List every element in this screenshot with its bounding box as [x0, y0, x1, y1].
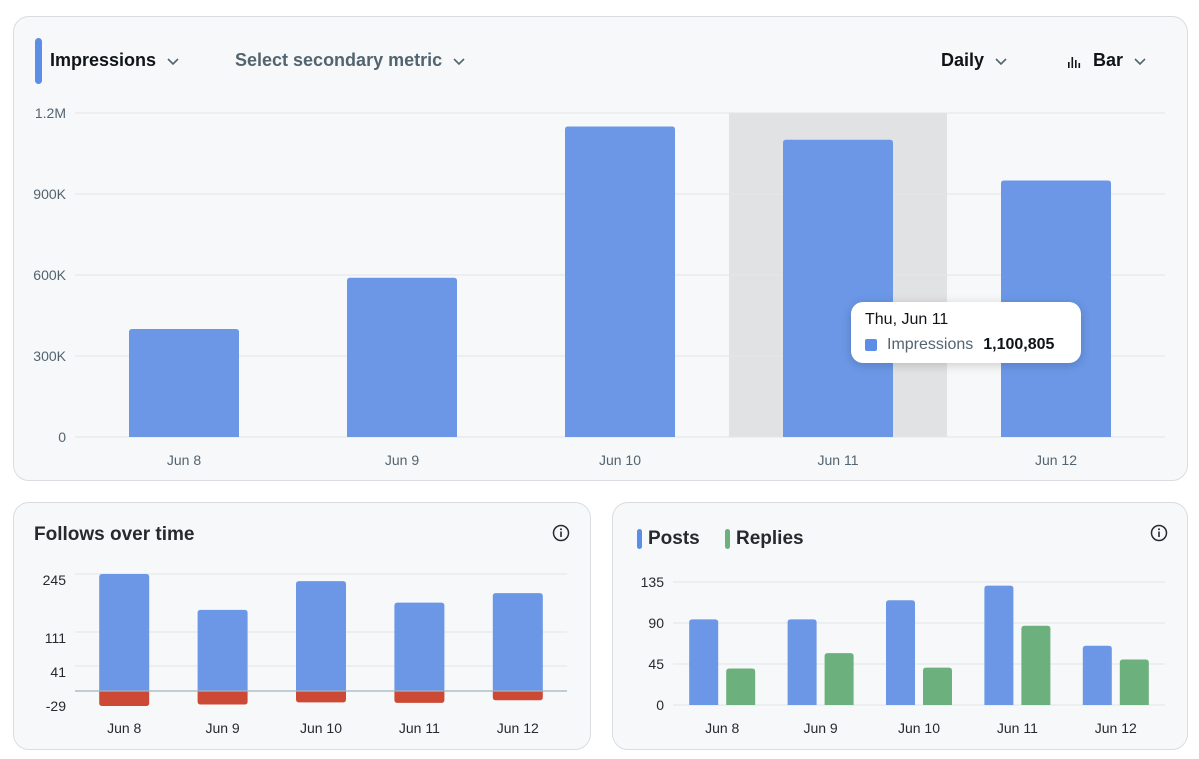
follows-title: Follows over time — [34, 524, 195, 545]
tooltip-metric: Impressions — [887, 336, 974, 353]
interval-label: Daily — [941, 50, 985, 70]
info-icon[interactable] — [552, 524, 570, 542]
y-tick-label: 90 — [648, 615, 664, 631]
y-tick-label: 900K — [33, 186, 66, 202]
bar-posts — [1082, 645, 1112, 705]
bar-replies — [1119, 659, 1149, 705]
y-tick-label: 45 — [648, 656, 664, 672]
x-tick-label: Jun 10 — [898, 720, 940, 736]
bar-posts — [689, 619, 719, 705]
tooltip-date: Thu, Jun 11 — [865, 311, 949, 328]
y-tick-label: 135 — [641, 574, 665, 590]
chevron-down-icon — [995, 57, 1007, 65]
bar-negative — [296, 691, 346, 703]
bar-negative — [197, 691, 248, 705]
chevron-down-icon — [453, 57, 465, 65]
x-tick-label: Jun 9 — [803, 720, 837, 736]
legend-replies[interactable]: Replies — [725, 528, 804, 550]
bar — [129, 329, 239, 437]
y-tick-label: 600K — [33, 267, 66, 283]
x-tick-label: Jun 12 — [1095, 720, 1137, 736]
chevron-down-icon — [1134, 57, 1146, 65]
bar-negative — [492, 691, 543, 701]
follows-bar-chart: -29 41 111 245 Jun 8 Jun 9 Jun 10 Jun 11 Jun 12 — [43, 572, 567, 736]
bar — [565, 126, 675, 437]
bar-posts — [787, 619, 817, 705]
bar — [347, 277, 457, 437]
x-tick-label: Jun 8 — [107, 720, 141, 736]
y-tick-label: 300K — [33, 348, 66, 364]
secondary-metric-dropdown[interactable]: Select secondary metric — [235, 50, 466, 71]
bar-positive — [492, 593, 543, 691]
x-tick-label: Jun 10 — [300, 720, 342, 736]
bar-posts — [886, 600, 915, 705]
y-tick-label: 111 — [45, 630, 66, 646]
x-tick-label: Jun 12 — [1035, 452, 1077, 468]
legend-swatch-posts — [637, 529, 642, 549]
bar-replies — [726, 668, 756, 705]
tooltip-swatch — [865, 339, 877, 351]
x-tick-label: Jun 8 — [705, 720, 739, 736]
info-icon[interactable] — [1150, 524, 1168, 542]
primary-metric-label: Impressions — [50, 50, 157, 70]
bar-positive — [197, 609, 248, 691]
metric-accent-bar — [35, 38, 42, 84]
y-tick-label: 0 — [656, 697, 664, 713]
y-tick-label: 41 — [50, 664, 66, 680]
bar-replies — [923, 667, 952, 705]
x-tick-label: Jun 8 — [167, 452, 201, 468]
chart-type-label: Bar — [1093, 50, 1124, 70]
y-tick-label: 1.2M — [35, 105, 66, 121]
bar-negative — [99, 691, 150, 706]
primary-metric-dropdown[interactable]: Impressions — [50, 50, 180, 71]
legend-posts[interactable]: Posts — [637, 528, 700, 550]
bar-chart-icon — [1068, 56, 1081, 68]
x-tick-label: Jun 11 — [997, 720, 1038, 736]
y-tick-label: 0 — [58, 429, 66, 445]
bar-positive — [296, 581, 346, 691]
bar-replies — [1021, 625, 1051, 705]
interval-dropdown[interactable]: Daily — [941, 50, 1008, 71]
bar-replies — [824, 653, 854, 705]
y-tick-label: 245 — [43, 572, 67, 588]
x-tick-label: Jun 12 — [497, 720, 539, 736]
secondary-metric-label: Select secondary metric — [235, 50, 443, 70]
chart-tooltip: Thu, Jun 11 Impressions 1,100,805 — [851, 302, 1081, 363]
legend-label-replies: Replies — [736, 528, 804, 549]
x-tick-label: Jun 11 — [818, 452, 859, 468]
bar-posts — [984, 585, 1014, 705]
legend-swatch-replies — [725, 529, 730, 549]
x-tick-label: Jun 9 — [205, 720, 239, 736]
x-tick-label: Jun 10 — [599, 452, 641, 468]
x-tick-label: Jun 11 — [399, 720, 440, 736]
chart-type-dropdown[interactable]: Bar — [1067, 50, 1147, 71]
bar-negative — [394, 691, 445, 703]
bar-positive — [394, 602, 445, 691]
tooltip-value: 1,100,805 — [983, 336, 1055, 353]
chevron-down-icon — [167, 57, 179, 65]
legend-label-posts: Posts — [648, 528, 700, 549]
bar-positive — [99, 574, 150, 691]
y-tick-label: -29 — [46, 698, 66, 714]
x-tick-label: Jun 9 — [385, 452, 419, 468]
